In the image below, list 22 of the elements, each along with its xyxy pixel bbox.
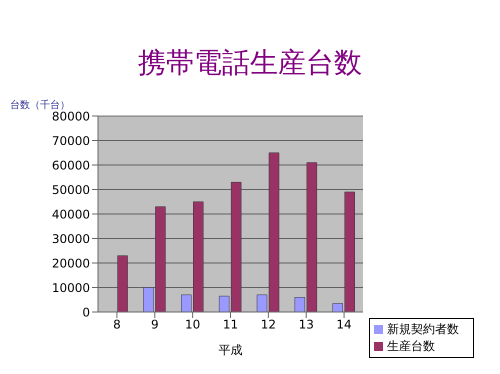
- bar: [117, 255, 128, 312]
- x-tick-label: 11: [222, 318, 238, 332]
- x-tick-label: 14: [336, 318, 352, 332]
- y-tick-label: 60000: [52, 158, 90, 172]
- legend-label: 新規契約者数: [387, 322, 459, 336]
- x-tick-label: 12: [260, 318, 276, 332]
- x-tick-label: 9: [150, 318, 159, 332]
- legend-label: 生産台数: [387, 339, 435, 353]
- y-axis-title: 台数（千台）: [10, 98, 70, 112]
- y-tick-label: 30000: [52, 232, 90, 246]
- y-tick-label: 80000: [52, 109, 90, 124]
- y-tick-label: 40000: [52, 207, 90, 222]
- y-tick-label: 0: [82, 305, 90, 320]
- x-tick-label: 8: [113, 318, 121, 332]
- y-tick-label: 20000: [52, 256, 90, 270]
- x-axis-title: 平成: [218, 343, 242, 357]
- y-tick-label: 70000: [52, 134, 90, 148]
- x-tick-label: 13: [298, 318, 314, 332]
- y-tick-label: 50000: [52, 182, 90, 197]
- chart-title: 携帯電話生産台数: [137, 45, 363, 81]
- x-tick-label: 10: [185, 318, 200, 332]
- y-tick-label: 10000: [52, 280, 90, 295]
